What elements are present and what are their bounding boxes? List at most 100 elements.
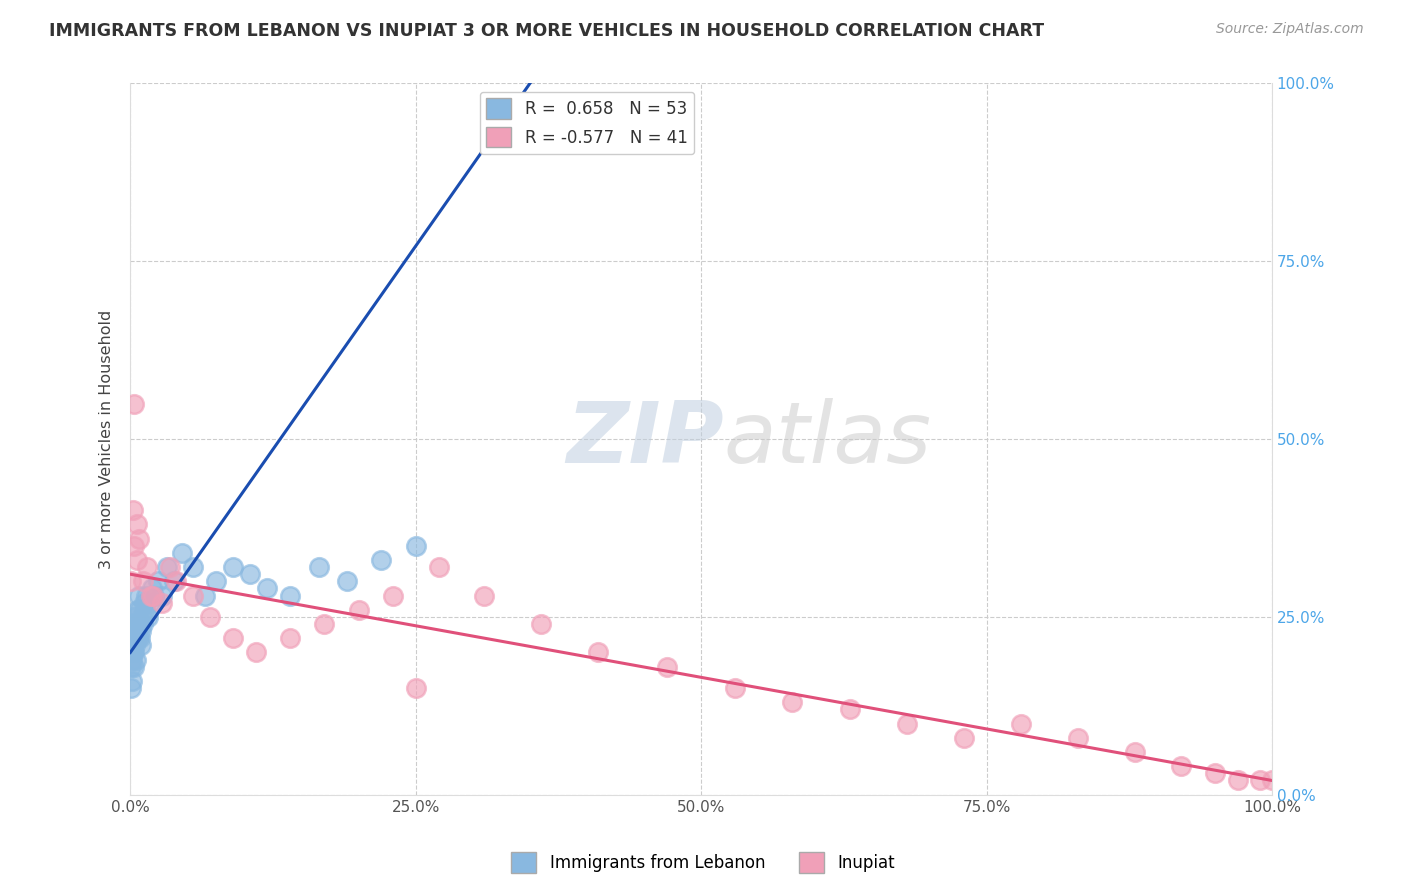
Point <box>1226 773 1249 788</box>
Point <box>122 645 145 659</box>
Point <box>427 560 450 574</box>
Point <box>588 645 610 659</box>
Point <box>127 631 149 645</box>
Point <box>122 659 145 673</box>
Point <box>128 617 150 632</box>
Point <box>141 582 163 596</box>
Point <box>134 603 156 617</box>
Point <box>336 574 359 589</box>
Point <box>405 681 427 695</box>
Text: IMMIGRANTS FROM LEBANON VS INUPIAT 3 OR MORE VEHICLES IN HOUSEHOLD CORRELATION C: IMMIGRANTS FROM LEBANON VS INUPIAT 3 OR … <box>49 22 1045 40</box>
Point <box>952 731 974 745</box>
Point <box>128 589 150 603</box>
Point <box>121 617 143 632</box>
Point <box>132 617 155 632</box>
Point <box>135 589 157 603</box>
Point <box>127 603 149 617</box>
Point <box>205 574 228 589</box>
Point <box>1170 759 1192 773</box>
Point <box>146 574 169 589</box>
Point <box>222 560 245 574</box>
Point <box>125 553 148 567</box>
Point <box>136 560 159 574</box>
Point <box>239 567 262 582</box>
Point <box>122 610 145 624</box>
Point <box>1067 731 1090 745</box>
Point <box>125 652 148 666</box>
Point <box>120 645 142 659</box>
Point <box>838 702 860 716</box>
Point <box>121 631 143 645</box>
Point <box>405 539 427 553</box>
Point <box>1250 773 1272 788</box>
Point <box>121 574 143 589</box>
Point <box>129 638 152 652</box>
Point <box>121 652 143 666</box>
Point <box>181 589 204 603</box>
Point <box>128 532 150 546</box>
Point <box>1010 716 1032 731</box>
Text: Source: ZipAtlas.com: Source: ZipAtlas.com <box>1216 22 1364 37</box>
Point <box>1123 745 1146 759</box>
Text: atlas: atlas <box>724 398 932 481</box>
Point <box>129 631 152 645</box>
Point <box>896 716 918 731</box>
Point <box>143 589 166 603</box>
Point <box>308 560 330 574</box>
Point <box>181 560 204 574</box>
Point <box>150 596 173 610</box>
Point <box>278 631 301 645</box>
Point <box>127 517 149 532</box>
Point <box>163 574 186 589</box>
Point <box>124 645 146 659</box>
Point <box>530 617 553 632</box>
Point <box>150 589 173 603</box>
Y-axis label: 3 or more Vehicles in Household: 3 or more Vehicles in Household <box>100 310 114 569</box>
Point <box>159 560 181 574</box>
Point <box>655 659 678 673</box>
Point <box>138 596 160 610</box>
Point <box>472 589 495 603</box>
Point <box>125 617 148 632</box>
Point <box>127 617 149 632</box>
Point <box>128 603 150 617</box>
Point <box>1204 766 1226 780</box>
Point <box>170 546 193 560</box>
Point <box>124 638 146 652</box>
Point <box>121 681 143 695</box>
Point <box>256 582 278 596</box>
Point <box>121 503 143 517</box>
Point <box>200 610 222 624</box>
Point <box>245 645 267 659</box>
Point <box>724 681 747 695</box>
Point <box>125 631 148 645</box>
Point <box>782 695 804 709</box>
Point <box>1261 773 1284 788</box>
Point <box>381 589 404 603</box>
Point <box>122 631 145 645</box>
Point <box>122 396 145 410</box>
Point <box>142 589 165 603</box>
Point <box>132 574 155 589</box>
Point <box>131 610 153 624</box>
Point <box>139 589 162 603</box>
Point <box>124 539 146 553</box>
Point <box>121 638 143 652</box>
Point <box>120 659 142 673</box>
Point <box>370 553 392 567</box>
Legend: Immigrants from Lebanon, Inupiat: Immigrants from Lebanon, Inupiat <box>505 846 901 880</box>
Point <box>222 631 245 645</box>
Point <box>347 603 370 617</box>
Point <box>121 673 143 688</box>
Point <box>193 589 215 603</box>
Point <box>165 574 187 589</box>
Point <box>124 624 146 639</box>
Text: ZIP: ZIP <box>567 398 724 481</box>
Point <box>132 596 155 610</box>
Point <box>278 589 301 603</box>
Point <box>121 624 143 639</box>
Point <box>314 617 336 632</box>
Point <box>136 610 159 624</box>
Legend: R =  0.658   N = 53, R = -0.577   N = 41: R = 0.658 N = 53, R = -0.577 N = 41 <box>479 92 695 154</box>
Point <box>156 560 179 574</box>
